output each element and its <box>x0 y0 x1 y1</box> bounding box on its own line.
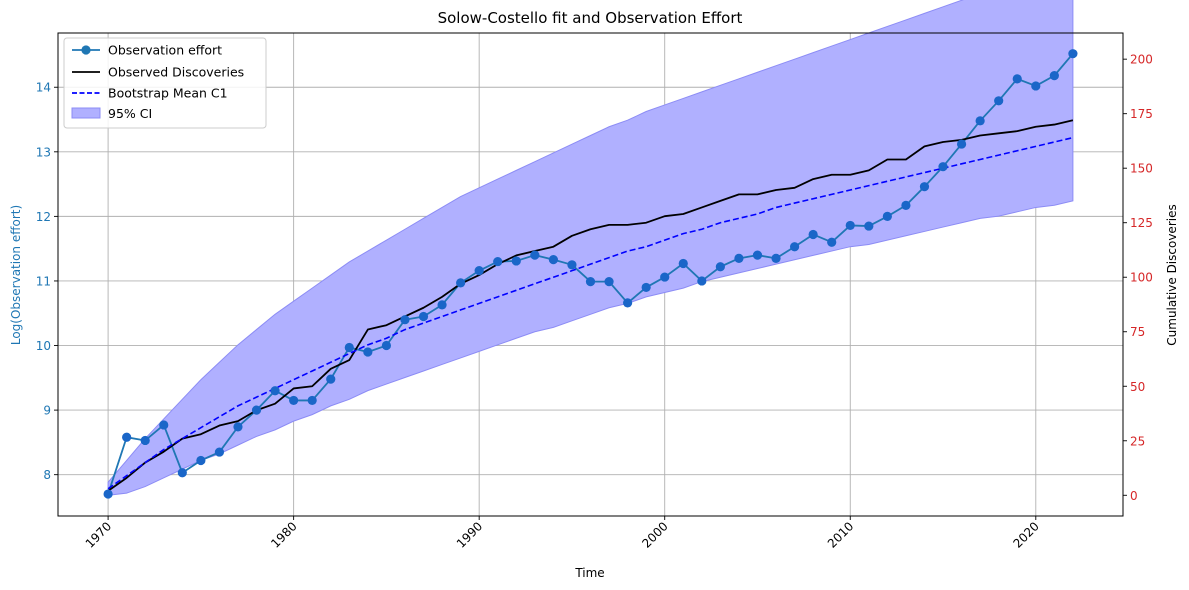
legend-ci-label: 95% CI <box>108 106 152 121</box>
effort-point-1988 <box>437 300 447 310</box>
series-line-bootstrap-mean <box>107 136 1074 490</box>
effort-point-1987 <box>418 311 429 322</box>
effort-point-1994 <box>548 255 558 265</box>
effort-point-2015 <box>938 162 948 172</box>
effort-point-1976 <box>214 447 225 457</box>
y-axis-right-title: Cumulative Discoveries <box>1165 204 1179 345</box>
plot-frame <box>57 32 1124 517</box>
y-right-tick-label-0: 0 <box>1130 489 1138 503</box>
effort-point-1977 <box>233 422 243 432</box>
x-axis-title: Time <box>574 566 604 580</box>
effort-point-1995 <box>567 260 577 270</box>
effort-point-2007 <box>789 242 800 252</box>
effort-point-2000 <box>660 272 670 282</box>
y-left-tick-label-9: 9 <box>43 404 51 418</box>
effort-point-1979 <box>270 386 280 396</box>
effort-point-1989 <box>456 278 466 288</box>
series-line-observed-discoveries <box>107 119 1074 492</box>
effort-point-2010 <box>845 220 855 231</box>
effort-point-2022 <box>1068 49 1078 59</box>
legend-box <box>63 37 267 129</box>
y-axis-right: 0 25 50 75 100 125 150 175 200 <box>1123 53 1153 503</box>
effort-point-1991 <box>493 256 503 267</box>
ci-band-layer <box>107 0 1074 496</box>
legend: Observation effort Observed Discoveries … <box>63 37 267 129</box>
y-right-tick-label-175: 175 <box>1130 107 1153 121</box>
effort-markers-layer <box>103 49 1078 499</box>
effort-point-1981 <box>307 395 317 406</box>
effort-point-1985 <box>381 340 392 351</box>
chart-title: Solow-Costello fit and Observation Effor… <box>438 9 743 27</box>
legend-effort-swatch-marker <box>81 45 91 55</box>
effort-point-1998 <box>623 298 633 308</box>
y-left-tick-label-10: 10 <box>36 339 51 353</box>
y-axis-left: 8 9 10 11 12 13 14 <box>36 81 58 482</box>
effort-point-1974 <box>177 468 187 478</box>
y-axis-left-title: Log(Observation effort) <box>9 205 23 345</box>
effort-point-1980 <box>289 395 299 406</box>
effort-point-2006 <box>771 253 781 263</box>
y-right-tick-label-25: 25 <box>1130 434 1145 448</box>
effort-point-2021 <box>1049 71 1059 81</box>
effort-point-2004 <box>734 253 744 263</box>
y-right-tick-label-100: 100 <box>1130 271 1153 285</box>
y-left-tick-label-13: 13 <box>36 145 51 159</box>
y-right-tick-label-150: 150 <box>1130 162 1153 176</box>
effort-point-1984 <box>363 347 373 357</box>
effort-point-1986 <box>400 315 410 325</box>
effort-point-1996 <box>585 277 596 287</box>
effort-point-2020 <box>1031 81 1041 91</box>
effort-point-1990 <box>474 266 484 276</box>
effort-point-1992 <box>511 256 521 266</box>
effort-point-2001 <box>678 258 688 269</box>
effort-point-2012 <box>882 211 892 221</box>
legend-ci-swatch <box>71 107 101 119</box>
y-right-tick-label-50: 50 <box>1130 380 1145 394</box>
effort-point-2018 <box>994 96 1004 106</box>
effort-point-2017 <box>975 116 985 126</box>
effort-point-1975 <box>196 455 206 466</box>
effort-point-2013 <box>901 200 911 211</box>
effort-point-1978 <box>251 405 262 415</box>
effort-point-2005 <box>752 250 763 260</box>
effort-point-2019 <box>1012 74 1022 84</box>
y-left-tick-label-12: 12 <box>36 210 51 224</box>
y-right-tick-label-125: 125 <box>1130 216 1153 230</box>
effort-point-2011 <box>864 221 874 231</box>
effort-point-1999 <box>641 282 651 293</box>
ci-band <box>107 0 1074 496</box>
effort-point-1971 <box>122 432 132 442</box>
effort-point-1983 <box>344 342 354 353</box>
effort-point-2014 <box>919 182 930 192</box>
effort-point-2008 <box>808 229 818 240</box>
effort-point-1982 <box>326 374 336 384</box>
legend-effort-label: Observation effort <box>108 43 222 58</box>
effort-point-1993 <box>530 250 540 260</box>
legend-bootstrap-label: Bootstrap Mean C1 <box>108 86 228 101</box>
effort-point-1970 <box>103 489 113 499</box>
effort-point-1997 <box>604 277 614 287</box>
y-left-tick-label-11: 11 <box>36 274 51 288</box>
effort-point-2016 <box>956 139 967 149</box>
effort-point-1972 <box>140 435 150 446</box>
effort-point-1973 <box>159 420 169 430</box>
y-right-tick-label-200: 200 <box>1130 53 1153 67</box>
y-right-tick-label-75: 75 <box>1130 325 1145 339</box>
effort-point-2003 <box>715 262 725 272</box>
effort-point-2002 <box>697 276 707 286</box>
legend-observed-label: Observed Discoveries <box>108 65 244 80</box>
effort-point-2009 <box>827 237 837 247</box>
y-left-tick-label-8: 8 <box>43 468 51 482</box>
y-left-tick-label-14: 14 <box>36 81 51 95</box>
